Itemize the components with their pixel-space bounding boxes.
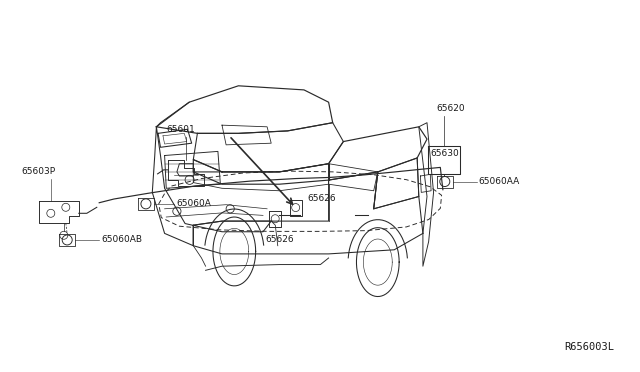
Text: 65060AA: 65060AA — [479, 177, 520, 186]
Polygon shape — [213, 217, 255, 286]
Text: 65603P: 65603P — [22, 167, 56, 176]
Polygon shape — [356, 228, 399, 296]
Text: 65626: 65626 — [265, 235, 294, 244]
Text: 65630: 65630 — [430, 150, 459, 158]
Text: 65060A: 65060A — [176, 199, 211, 208]
Text: R656003L: R656003L — [564, 341, 614, 352]
Text: 65620: 65620 — [436, 104, 465, 113]
Text: 65060AB: 65060AB — [101, 235, 142, 244]
Text: 65601: 65601 — [166, 125, 195, 134]
Text: 65626: 65626 — [308, 193, 336, 203]
